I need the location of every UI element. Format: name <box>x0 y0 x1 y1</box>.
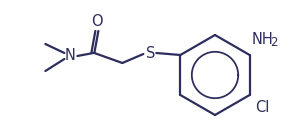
Text: N: N <box>65 48 76 64</box>
Text: O: O <box>92 15 103 29</box>
Text: 2: 2 <box>270 35 277 48</box>
Text: NH: NH <box>252 32 273 46</box>
Text: S: S <box>146 45 155 61</box>
Text: Cl: Cl <box>255 99 269 115</box>
